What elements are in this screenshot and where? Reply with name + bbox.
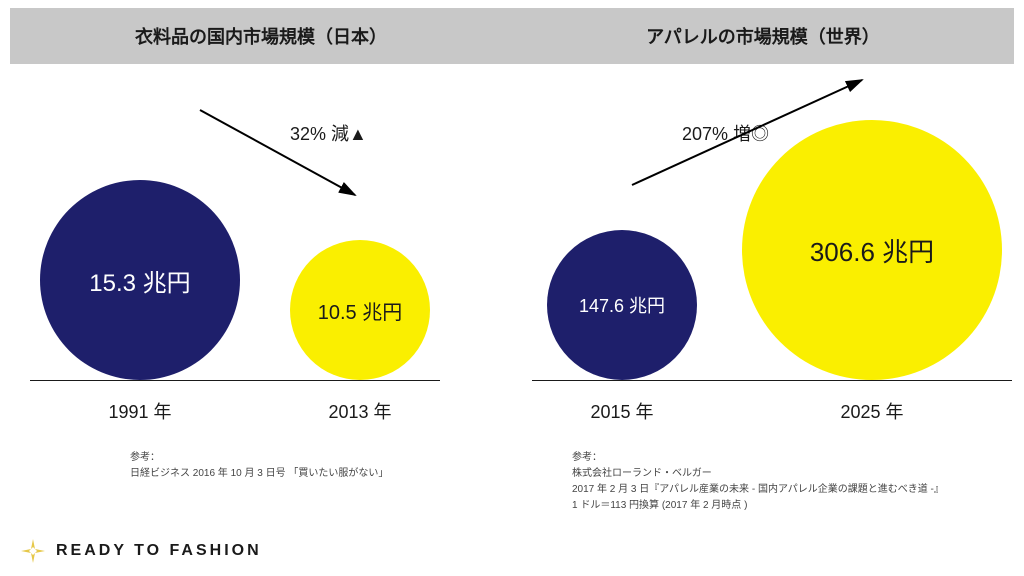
title-left: 衣料品の国内市場規模（日本）	[135, 23, 387, 49]
year-2015: 2015 年	[590, 398, 653, 424]
baseline-left	[30, 380, 440, 381]
bubble-area-right: 207% 増◎ 147.6 兆円 306.6 兆円 2015 年 2025 年	[512, 80, 1024, 400]
panel-world: 207% 増◎ 147.6 兆円 306.6 兆円 2015 年 2025 年 …	[512, 80, 1024, 576]
ref-heading-left: 参考：	[130, 450, 388, 466]
arrow-line-left	[200, 110, 355, 195]
bubble-japan-1991: 15.3 兆円	[40, 180, 240, 380]
ref-heading-right: 参考：	[572, 450, 944, 466]
brand-text: READY TO FASHION	[56, 542, 262, 560]
brand-logo: READY TO FASHION	[20, 538, 262, 564]
logo-icon	[20, 538, 46, 564]
bubble-label-2015: 147.6 兆円	[579, 292, 665, 318]
reference-right: 参考： 株式会社ローランド・ベルガー 2017 年 2 月 3 日『アパレル産業…	[572, 450, 944, 514]
ref-line-left-0: 日経ビジネス 2016 年 10 月 3 日号 「買いたい服がない」	[130, 466, 388, 482]
bubble-label-2013: 10.5 兆円	[318, 296, 402, 325]
baseline-right	[532, 380, 1012, 381]
bubble-japan-2013: 10.5 兆円	[290, 240, 430, 380]
year-2013: 2013 年	[328, 398, 391, 424]
ref-line-right-0: 株式会社ローランド・ベルガー	[572, 466, 944, 482]
title-right: アパレルの市場規模（世界）	[646, 23, 880, 49]
header-left: 衣料品の国内市場規模（日本）	[10, 8, 512, 64]
ref-line-right-1: 2017 年 2 月 3 日『アパレル産業の未来 - 国内アパレル企業の課題と進…	[572, 482, 944, 498]
bubble-world-2015: 147.6 兆円	[547, 230, 697, 380]
panel-japan: 32% 減▲ 15.3 兆円 10.5 兆円 1991 年 2013 年 参考：…	[0, 80, 512, 576]
ref-line-right-2: 1 ドル＝113 円換算 (2017 年 2 月時点 )	[572, 498, 944, 514]
bubble-label-1991: 15.3 兆円	[89, 263, 190, 298]
bubble-world-2025: 306.6 兆円	[742, 120, 1002, 380]
header-right: アパレルの市場規模（世界）	[512, 8, 1014, 64]
reference-left: 参考： 日経ビジネス 2016 年 10 月 3 日号 「買いたい服がない」	[130, 450, 388, 482]
header-band: 衣料品の国内市場規模（日本） アパレルの市場規模（世界）	[10, 8, 1014, 64]
year-1991: 1991 年	[108, 398, 171, 424]
bubble-area-left: 32% 減▲ 15.3 兆円 10.5 兆円 1991 年 2013 年	[0, 80, 512, 400]
year-2025: 2025 年	[840, 398, 903, 424]
bubble-label-2025: 306.6 兆円	[810, 232, 934, 269]
